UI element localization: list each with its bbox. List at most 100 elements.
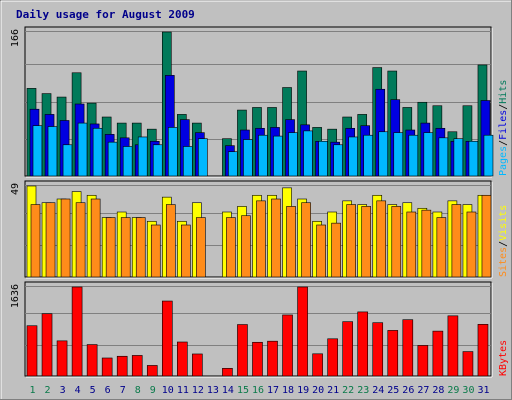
bar-sites-day-26 bbox=[406, 211, 417, 278]
bar-sites-day-14 bbox=[226, 217, 236, 278]
bar-sites-day-3 bbox=[60, 198, 71, 278]
panel-visits-sites: 49 Sites/Visits bbox=[10, 180, 509, 279]
bar-pages-day-16 bbox=[258, 134, 268, 177]
day-label: 17 bbox=[267, 385, 279, 396]
bar-sites-day-30 bbox=[466, 211, 477, 278]
bar-sites-day-10 bbox=[165, 204, 176, 278]
day-label: 26 bbox=[402, 385, 414, 396]
bar-sites-day-25 bbox=[391, 206, 402, 278]
day-label: 31 bbox=[477, 385, 489, 396]
legend-visits-sites: Sites/Visits bbox=[498, 205, 509, 277]
day-label: 10 bbox=[162, 385, 174, 396]
bar-kbytes-day-11 bbox=[177, 341, 188, 377]
bar-sites-day-19 bbox=[301, 202, 311, 278]
bar-pages-day-12 bbox=[198, 138, 208, 177]
legend-entry-sites: Sites bbox=[498, 247, 509, 277]
bar-sites-day-24 bbox=[376, 200, 387, 278]
day-label: 30 bbox=[462, 385, 474, 396]
bar-pages-day-1 bbox=[32, 125, 43, 177]
legend-entry-visits: Visits bbox=[498, 205, 509, 241]
bar-kbytes-day-2 bbox=[41, 313, 53, 377]
day-label: 5 bbox=[90, 385, 96, 396]
bar-kbytes-day-4 bbox=[71, 286, 83, 377]
bar-pages-day-8 bbox=[137, 136, 148, 177]
day-label: 15 bbox=[237, 385, 249, 396]
day-label: 20 bbox=[312, 385, 324, 396]
bar-pages-day-27 bbox=[423, 132, 434, 177]
panel-hits-files-pages: 166 Pages/Files/Hits bbox=[10, 26, 509, 178]
bar-sites-day-18 bbox=[286, 206, 296, 278]
bar-sites-day-20 bbox=[316, 224, 326, 278]
day-label: 3 bbox=[60, 385, 66, 396]
bar-kbytes-day-7 bbox=[116, 355, 128, 377]
legend-separator: / bbox=[498, 104, 509, 110]
legend-entry-pages: Pages bbox=[498, 146, 509, 176]
bar-kbytes-day-31 bbox=[477, 324, 489, 377]
day-label: 2 bbox=[45, 385, 51, 396]
day-label: 9 bbox=[150, 385, 156, 396]
bar-sites-day-15 bbox=[241, 215, 251, 278]
day-label: 11 bbox=[177, 385, 189, 396]
day-label: 29 bbox=[447, 385, 459, 396]
day-label: 25 bbox=[387, 385, 399, 396]
bar-sites-day-12 bbox=[196, 217, 206, 278]
bar-kbytes-day-23 bbox=[357, 311, 369, 377]
day-label: 6 bbox=[105, 385, 111, 396]
bar-sites-day-31 bbox=[481, 194, 492, 278]
y-max-label: 1636 bbox=[10, 284, 21, 308]
bar-kbytes-day-19 bbox=[297, 286, 308, 377]
bar-kbytes-day-28 bbox=[432, 330, 444, 377]
bar-sites-day-7 bbox=[120, 217, 131, 278]
bar-kbytes-day-17 bbox=[267, 340, 278, 377]
bar-kbytes-day-6 bbox=[101, 357, 113, 377]
legend-entry-kbytes: KBytes bbox=[498, 340, 509, 376]
bar-kbytes-day-25 bbox=[387, 330, 399, 377]
bar-pages-day-3 bbox=[62, 144, 73, 177]
day-label: 8 bbox=[135, 385, 141, 396]
day-label: 22 bbox=[342, 385, 354, 396]
bar-sites-day-9 bbox=[150, 224, 161, 278]
day-label: 18 bbox=[282, 385, 294, 396]
day-label: 1 bbox=[30, 385, 36, 396]
panel-kbytes: 1636 KBytes bbox=[10, 281, 509, 378]
day-label: 21 bbox=[327, 385, 339, 396]
bar-sites-day-27 bbox=[421, 209, 432, 278]
bar-pages-day-10 bbox=[167, 127, 178, 177]
bar-kbytes-day-12 bbox=[192, 353, 203, 377]
bar-sites-day-1 bbox=[30, 204, 41, 278]
bar-pages-day-21 bbox=[333, 144, 343, 177]
bar-pages-day-19 bbox=[303, 130, 313, 177]
day-label: 23 bbox=[357, 385, 369, 396]
bar-kbytes-day-22 bbox=[342, 321, 353, 377]
bar-kbytes-day-26 bbox=[402, 319, 414, 377]
bar-sites-day-8 bbox=[135, 217, 146, 278]
bar-sites-day-2 bbox=[45, 202, 56, 278]
chart-title: Daily usage for August 2009 bbox=[16, 8, 195, 21]
bar-sites-day-4 bbox=[75, 202, 86, 278]
bar-pages-day-20 bbox=[318, 141, 328, 177]
bar-kbytes-day-14 bbox=[222, 368, 233, 377]
bar-pages-day-6 bbox=[107, 141, 118, 177]
bar-pages-day-7 bbox=[122, 146, 133, 177]
bar-kbytes-day-30 bbox=[462, 351, 474, 377]
bar-kbytes-day-3 bbox=[56, 340, 68, 377]
bar-pages-day-26 bbox=[408, 134, 419, 177]
bar-sites-day-23 bbox=[361, 206, 372, 278]
bar-pages-day-17 bbox=[273, 135, 283, 177]
legend-hits-files-pages: Pages/Files/Hits bbox=[498, 80, 509, 176]
y-max-label: 166 bbox=[10, 29, 21, 47]
bar-pages-day-25 bbox=[393, 132, 404, 177]
bar-pages-day-15 bbox=[243, 139, 253, 177]
day-axis: 1 2 3 4 5 6 7 8 9 10 11 12 13 14 15 16 17 18 19 20 21 22 23 24 2… bbox=[30, 385, 490, 396]
legend-separator: / bbox=[498, 140, 509, 146]
bar-sites-day-11 bbox=[181, 224, 191, 278]
bar-pages-day-18 bbox=[288, 132, 298, 177]
bar-sites-day-6 bbox=[105, 217, 116, 278]
bar-sites-day-21 bbox=[331, 222, 341, 278]
legend-kbytes: KBytes bbox=[498, 340, 509, 376]
bar-pages-day-29 bbox=[453, 138, 464, 177]
bar-kbytes-day-15 bbox=[237, 324, 248, 377]
bar-pages-day-30 bbox=[468, 141, 479, 177]
